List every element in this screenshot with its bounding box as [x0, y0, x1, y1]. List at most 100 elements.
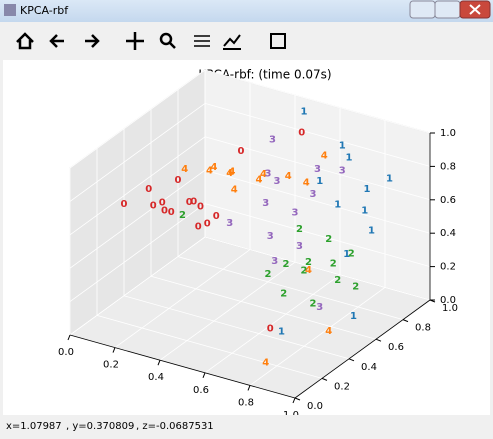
- z-tick-label: 0.0: [440, 295, 456, 306]
- point: 4: [262, 358, 269, 369]
- point: 3: [267, 231, 274, 242]
- grid-line: [69, 69, 206, 169]
- point: 4: [285, 171, 292, 182]
- point: 1: [346, 152, 353, 163]
- grid-line: [204, 203, 431, 267]
- grid-line: [204, 103, 431, 167]
- minimize[interactable]: [409, 0, 436, 19]
- point: 3: [271, 256, 278, 267]
- x-tick: [202, 372, 206, 378]
- point: 1: [361, 205, 368, 216]
- point: 3: [265, 168, 272, 179]
- point: 0: [186, 197, 193, 208]
- save-button[interactable]: [270, 33, 286, 49]
- home-button[interactable]: [16, 32, 34, 50]
- grid-line: [204, 69, 431, 134]
- point: 2: [330, 259, 337, 270]
- point: 1: [316, 176, 323, 187]
- pan-button[interactable]: [126, 32, 144, 50]
- grid-line: [69, 136, 206, 236]
- y-tick: [294, 397, 301, 401]
- status-z: , z=-0.0687531: [136, 421, 214, 432]
- title-bar: KPCA-rbf: [0, 0, 493, 22]
- point: 2: [179, 210, 186, 221]
- point: 0: [121, 199, 128, 210]
- point: 4: [256, 174, 263, 185]
- point: 4: [321, 151, 328, 162]
- point: 2: [280, 289, 287, 300]
- edit-button[interactable]: [223, 34, 241, 50]
- x-tick: [67, 334, 71, 341]
- point: 2: [352, 282, 359, 293]
- toolbar: [16, 32, 286, 50]
- point: 1: [278, 327, 285, 338]
- point: 0: [175, 175, 182, 186]
- point: 4: [260, 169, 267, 180]
- point: 3: [274, 176, 281, 187]
- close-icon: [469, 4, 481, 15]
- point: 0: [238, 146, 245, 157]
- grid-line: [150, 275, 377, 340]
- maximize[interactable]: [434, 0, 461, 19]
- point: 4: [305, 265, 312, 276]
- grid-line: [69, 103, 206, 202]
- point: 0: [150, 200, 157, 211]
- point: 3: [269, 135, 276, 146]
- grid-line: [249, 287, 386, 386]
- point: 2: [296, 224, 303, 235]
- point: 2: [348, 248, 355, 259]
- x-tick: [157, 360, 161, 366]
- point: 4: [206, 165, 213, 176]
- point: 4: [211, 162, 218, 173]
- point: 4: [181, 164, 188, 175]
- point: 3: [226, 218, 233, 229]
- y-tick-label: 1.0: [442, 303, 458, 314]
- point: 2: [334, 275, 341, 286]
- point: 3: [296, 241, 303, 252]
- point: 3: [339, 166, 346, 177]
- axis-line: [69, 334, 296, 399]
- y-tick-label: 0.4: [361, 362, 377, 373]
- zoom-button[interactable]: [159, 32, 173, 46]
- point: 4: [231, 184, 238, 195]
- point: 0: [204, 219, 211, 230]
- z-tick-label: 0.4: [440, 228, 456, 239]
- point: 3: [262, 198, 269, 209]
- forward-button[interactable]: [85, 34, 100, 48]
- x-tick-label: 0.2: [103, 360, 119, 371]
- grid-line: [96, 315, 323, 379]
- x-tick-label: 0.6: [193, 385, 209, 396]
- point: 1: [386, 174, 393, 185]
- point: 3: [310, 189, 317, 200]
- point: 4: [229, 167, 236, 178]
- x-tick: [292, 397, 296, 404]
- point: 3: [292, 208, 299, 219]
- point: 0: [267, 323, 274, 334]
- point: 1: [368, 225, 375, 236]
- x-tick-label: 0.0: [58, 347, 74, 358]
- point: 4: [325, 326, 332, 337]
- point: 1: [364, 184, 371, 195]
- app-icon: [4, 4, 16, 16]
- point: 0: [298, 128, 305, 139]
- point: 1: [339, 141, 346, 152]
- status-x: x=1.07987: [6, 421, 62, 432]
- point: 3: [316, 302, 323, 313]
- window-controls: [4, 0, 491, 19]
- back-button[interactable]: [49, 34, 64, 48]
- point: 4: [226, 168, 233, 179]
- grid-line: [204, 169, 431, 234]
- configure-button[interactable]: [194, 35, 210, 47]
- x-tick: [112, 347, 116, 353]
- point: 2: [301, 266, 308, 277]
- z-tick-label: 1.0: [440, 128, 456, 139]
- x-tick-label: 0.8: [238, 397, 254, 408]
- y-tick-label: 0.2: [334, 381, 350, 392]
- point: 0: [159, 198, 166, 209]
- grid-line: [69, 169, 206, 269]
- point: 4: [303, 177, 310, 188]
- y-tick-label: 0.0: [307, 401, 323, 412]
- grid-line: [177, 256, 404, 320]
- y-tick-label: 0.8: [415, 323, 431, 334]
